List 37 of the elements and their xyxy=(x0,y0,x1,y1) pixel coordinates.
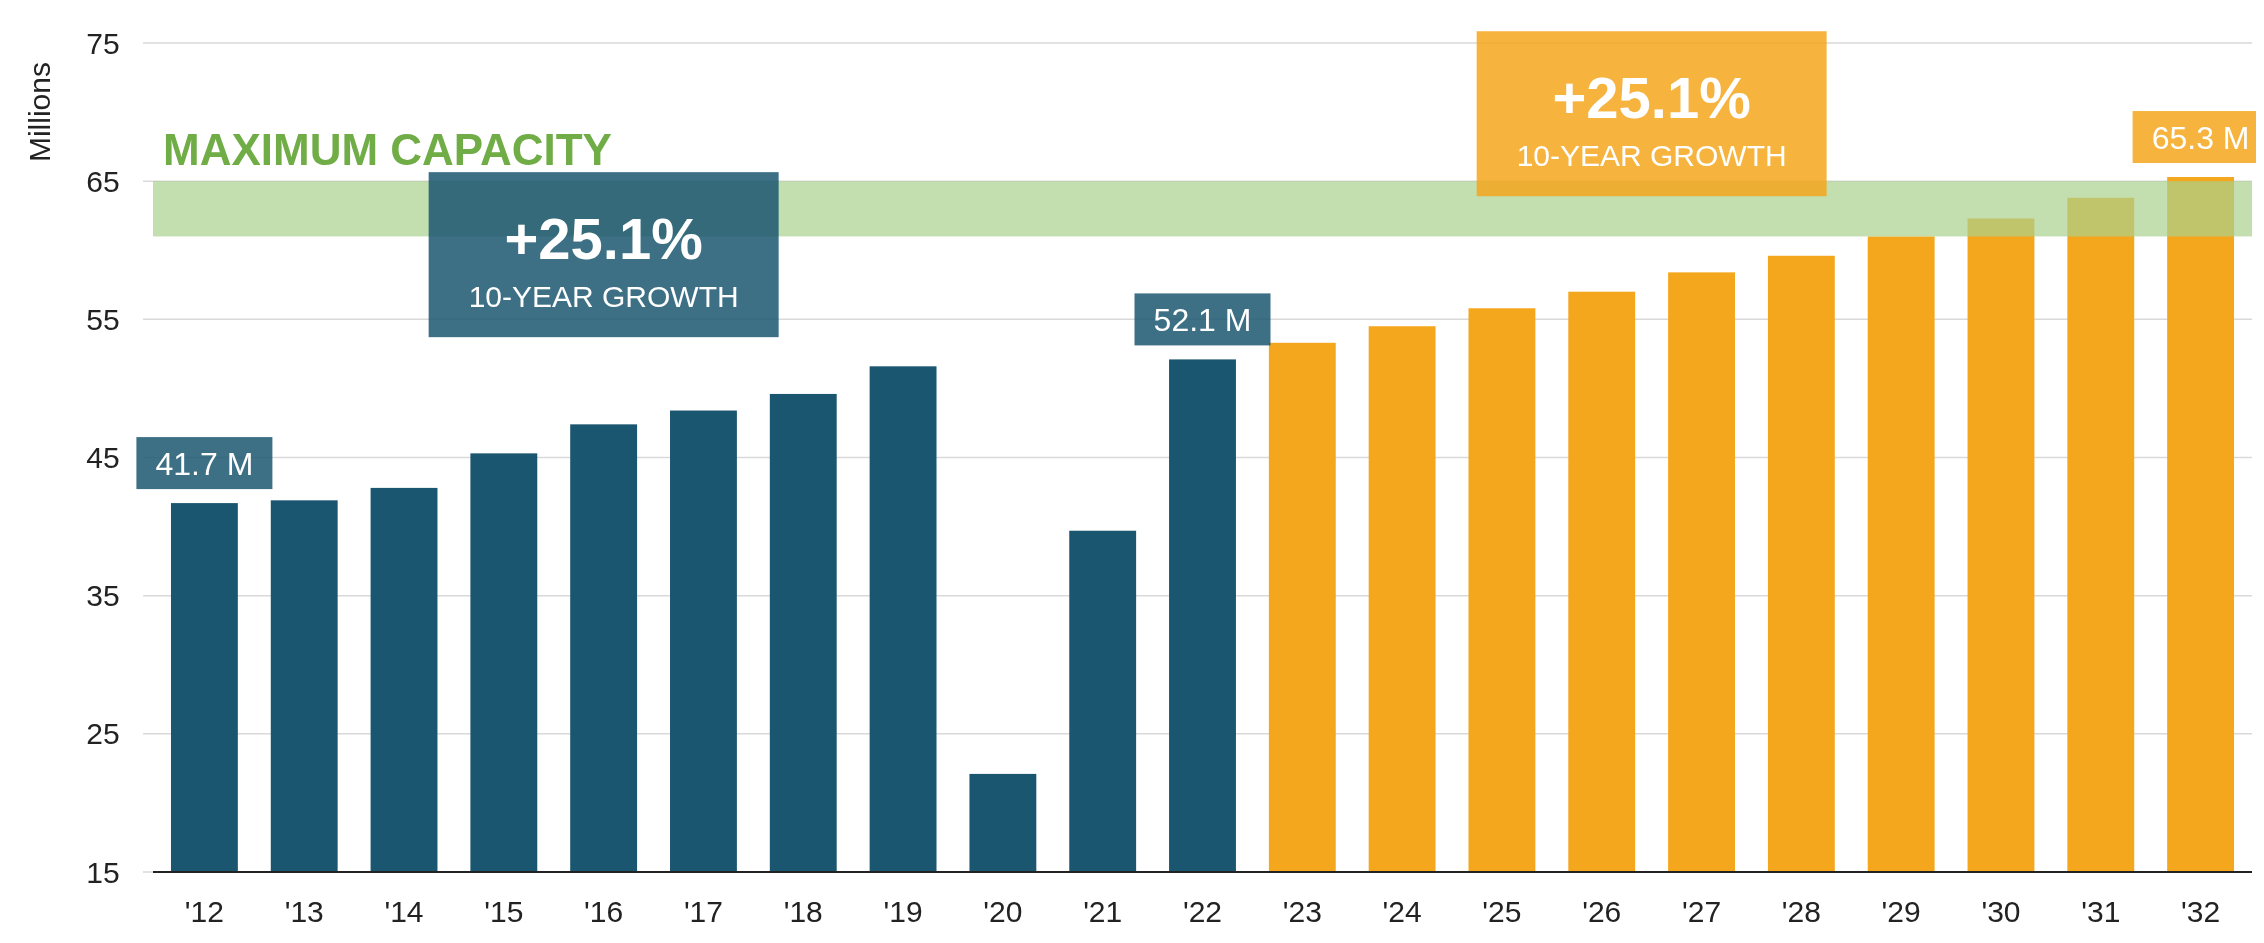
y-tick-label: 25 xyxy=(86,717,120,751)
y-tick-label: 55 xyxy=(86,302,120,336)
x-tick-label: '16 xyxy=(584,895,624,928)
x-tick-label: '32 xyxy=(2181,895,2221,928)
data-label: 52.1 M xyxy=(1153,302,1252,339)
x-tick-label: '19 xyxy=(883,895,923,928)
x-tick-label: '26 xyxy=(1582,895,1622,928)
y-tick-label: 75 xyxy=(86,26,120,60)
data-label: 41.7 M xyxy=(155,446,254,483)
y-axis-title: Millions xyxy=(23,62,56,163)
x-tick-label: '23 xyxy=(1282,895,1322,928)
x-tick-label: '27 xyxy=(1681,895,1722,928)
x-tick-label: '15 xyxy=(484,895,524,928)
x-tick-label: '17 xyxy=(683,895,724,928)
y-tick-label: 65 xyxy=(86,164,120,198)
x-tick-label: '12 xyxy=(184,895,224,928)
y-tick-label: 35 xyxy=(86,579,120,613)
x-tick-label: '31 xyxy=(2081,895,2121,928)
annotation: +25.1% xyxy=(1552,65,1751,131)
x-tick-label: '28 xyxy=(1781,895,1821,928)
y-tick-label: 15 xyxy=(86,855,120,889)
annotation: 10-YEAR GROWTH xyxy=(468,280,739,314)
annotation: +25.1% xyxy=(504,206,703,272)
x-tick-label: '30 xyxy=(1981,895,2021,928)
band-label: MAXIMUM CAPACITY xyxy=(163,125,612,175)
x-tick-label: '22 xyxy=(1182,895,1223,928)
x-tick-label: '21 xyxy=(1083,895,1123,928)
x-tick-label: '13 xyxy=(284,895,324,928)
x-tick-label: '18 xyxy=(783,895,823,928)
annotation: 10-YEAR GROWTH xyxy=(1516,139,1787,173)
x-tick-label: '24 xyxy=(1382,895,1422,928)
x-tick-label: '14 xyxy=(384,895,424,928)
x-tick-label: '29 xyxy=(1881,895,1921,928)
x-tick-label: '25 xyxy=(1482,895,1522,928)
data-label: 65.3 M xyxy=(2151,120,2250,157)
x-tick-label: '20 xyxy=(983,895,1023,928)
y-tick-label: 45 xyxy=(86,441,120,474)
